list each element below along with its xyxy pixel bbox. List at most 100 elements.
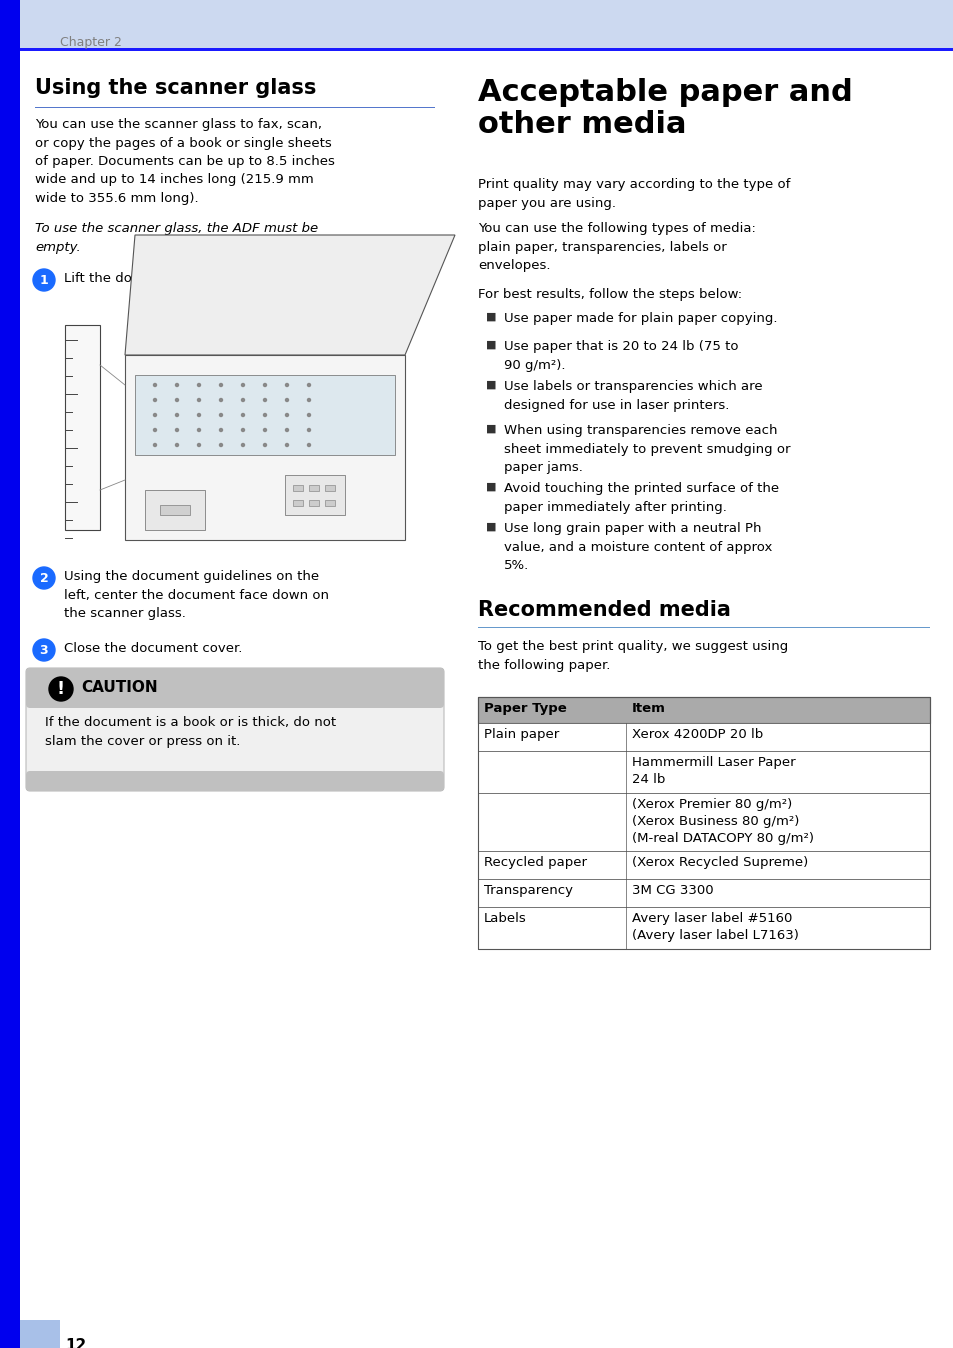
FancyBboxPatch shape	[26, 669, 443, 791]
Circle shape	[285, 443, 288, 446]
Circle shape	[263, 443, 266, 446]
Circle shape	[49, 677, 73, 701]
Circle shape	[241, 429, 244, 431]
Polygon shape	[125, 235, 455, 355]
Text: Lift the document cover.: Lift the document cover.	[64, 272, 227, 284]
FancyBboxPatch shape	[26, 669, 443, 708]
Bar	[20, 1320, 60, 1348]
Circle shape	[153, 414, 156, 417]
Circle shape	[285, 414, 288, 417]
Bar	[477, 751, 929, 793]
Circle shape	[219, 383, 222, 387]
Text: 3M CG 3300: 3M CG 3300	[631, 884, 713, 896]
Bar	[135, 375, 395, 456]
Circle shape	[263, 414, 266, 417]
Circle shape	[285, 429, 288, 431]
Text: Use long grain paper with a neutral Ph
value, and a moisture content of approx
5: Use long grain paper with a neutral Ph v…	[503, 522, 772, 572]
Circle shape	[263, 429, 266, 431]
Text: Labels: Labels	[483, 913, 526, 925]
Text: When using transparencies remove each
sheet immediately to prevent smudging or
p: When using transparencies remove each sh…	[503, 425, 790, 474]
Circle shape	[241, 399, 244, 402]
Text: ■: ■	[485, 311, 496, 322]
Text: Use paper that is 20 to 24 lb (75 to
90 g/m²).: Use paper that is 20 to 24 lb (75 to 90 …	[503, 340, 738, 372]
Text: Recycled paper: Recycled paper	[483, 856, 586, 869]
Circle shape	[307, 429, 310, 431]
Circle shape	[263, 383, 266, 387]
Circle shape	[285, 399, 288, 402]
Text: Paper Type: Paper Type	[483, 702, 566, 714]
Text: 12: 12	[65, 1339, 86, 1348]
Text: (Xerox Recycled Supreme): (Xerox Recycled Supreme)	[631, 856, 807, 869]
Text: Chapter 2: Chapter 2	[60, 36, 122, 49]
Bar	[0, 49, 953, 51]
Bar	[285, 474, 345, 515]
Text: Hammermill Laser Paper
24 lb: Hammermill Laser Paper 24 lb	[631, 756, 795, 786]
Bar	[477, 697, 929, 723]
Text: You can use the following types of media:
plain paper, transparencies, labels or: You can use the following types of media…	[477, 222, 755, 272]
Text: CAUTION: CAUTION	[81, 679, 157, 696]
Text: ■: ■	[485, 380, 496, 390]
Bar	[35, 106, 435, 108]
Text: If the document is a book or is thick, do not
slam the cover or press on it.: If the document is a book or is thick, d…	[45, 716, 335, 748]
FancyBboxPatch shape	[26, 771, 443, 791]
Bar	[477, 851, 929, 879]
Bar	[325, 485, 335, 491]
Text: Print quality may vary according to the type of
paper you are using.: Print quality may vary according to the …	[477, 178, 789, 209]
Text: Avery laser label #5160
(Avery laser label L7163): Avery laser label #5160 (Avery laser lab…	[631, 913, 798, 942]
Circle shape	[175, 443, 178, 446]
Circle shape	[263, 399, 266, 402]
Circle shape	[307, 399, 310, 402]
Text: !: !	[57, 679, 65, 698]
Bar	[477, 723, 929, 751]
Bar	[325, 500, 335, 506]
Circle shape	[175, 383, 178, 387]
Text: ■: ■	[485, 425, 496, 434]
Text: Recommended media: Recommended media	[477, 600, 730, 620]
Bar	[125, 355, 405, 541]
Text: ■: ■	[485, 483, 496, 492]
Circle shape	[153, 443, 156, 446]
Text: Avoid touching the printed surface of the
paper immediately after printing.: Avoid touching the printed surface of th…	[503, 483, 779, 514]
Circle shape	[153, 399, 156, 402]
Text: Use labels or transparencies which are
designed for use in laser printers.: Use labels or transparencies which are d…	[503, 380, 761, 411]
Text: To use the scanner glass, the ADF must be
empty.: To use the scanner glass, the ADF must b…	[35, 222, 317, 253]
Circle shape	[219, 429, 222, 431]
Text: Xerox 4200DP 20 lb: Xerox 4200DP 20 lb	[631, 728, 762, 741]
Circle shape	[175, 399, 178, 402]
Text: Item: Item	[631, 702, 665, 714]
Bar	[477, 907, 929, 949]
Circle shape	[153, 429, 156, 431]
Text: You can use the scanner glass to fax, scan,
or copy the pages of a book or singl: You can use the scanner glass to fax, sc…	[35, 119, 335, 205]
Bar	[309, 485, 318, 491]
Bar	[0, 0, 953, 49]
Circle shape	[197, 383, 200, 387]
Bar	[65, 325, 100, 530]
Circle shape	[219, 399, 222, 402]
Circle shape	[197, 443, 200, 446]
Circle shape	[175, 429, 178, 431]
Bar	[145, 491, 205, 530]
Text: ■: ■	[485, 340, 496, 350]
Text: 1: 1	[40, 274, 49, 287]
Text: Transparency: Transparency	[483, 884, 573, 896]
Circle shape	[33, 639, 55, 661]
Circle shape	[285, 383, 288, 387]
Circle shape	[241, 443, 244, 446]
Circle shape	[219, 414, 222, 417]
Circle shape	[197, 399, 200, 402]
Text: Using the scanner glass: Using the scanner glass	[35, 78, 316, 98]
Text: Plain paper: Plain paper	[483, 728, 558, 741]
Bar	[160, 506, 190, 515]
Text: 2: 2	[40, 572, 49, 585]
Text: ■: ■	[485, 522, 496, 532]
Circle shape	[219, 443, 222, 446]
Bar	[477, 879, 929, 907]
Circle shape	[33, 270, 55, 291]
Text: Close the document cover.: Close the document cover.	[64, 642, 242, 655]
Bar	[477, 697, 929, 949]
Text: Use paper made for plain paper copying.: Use paper made for plain paper copying.	[503, 311, 777, 325]
Circle shape	[307, 414, 310, 417]
Bar	[477, 793, 929, 851]
Bar	[293, 500, 303, 506]
Bar	[0, 0, 20, 1348]
